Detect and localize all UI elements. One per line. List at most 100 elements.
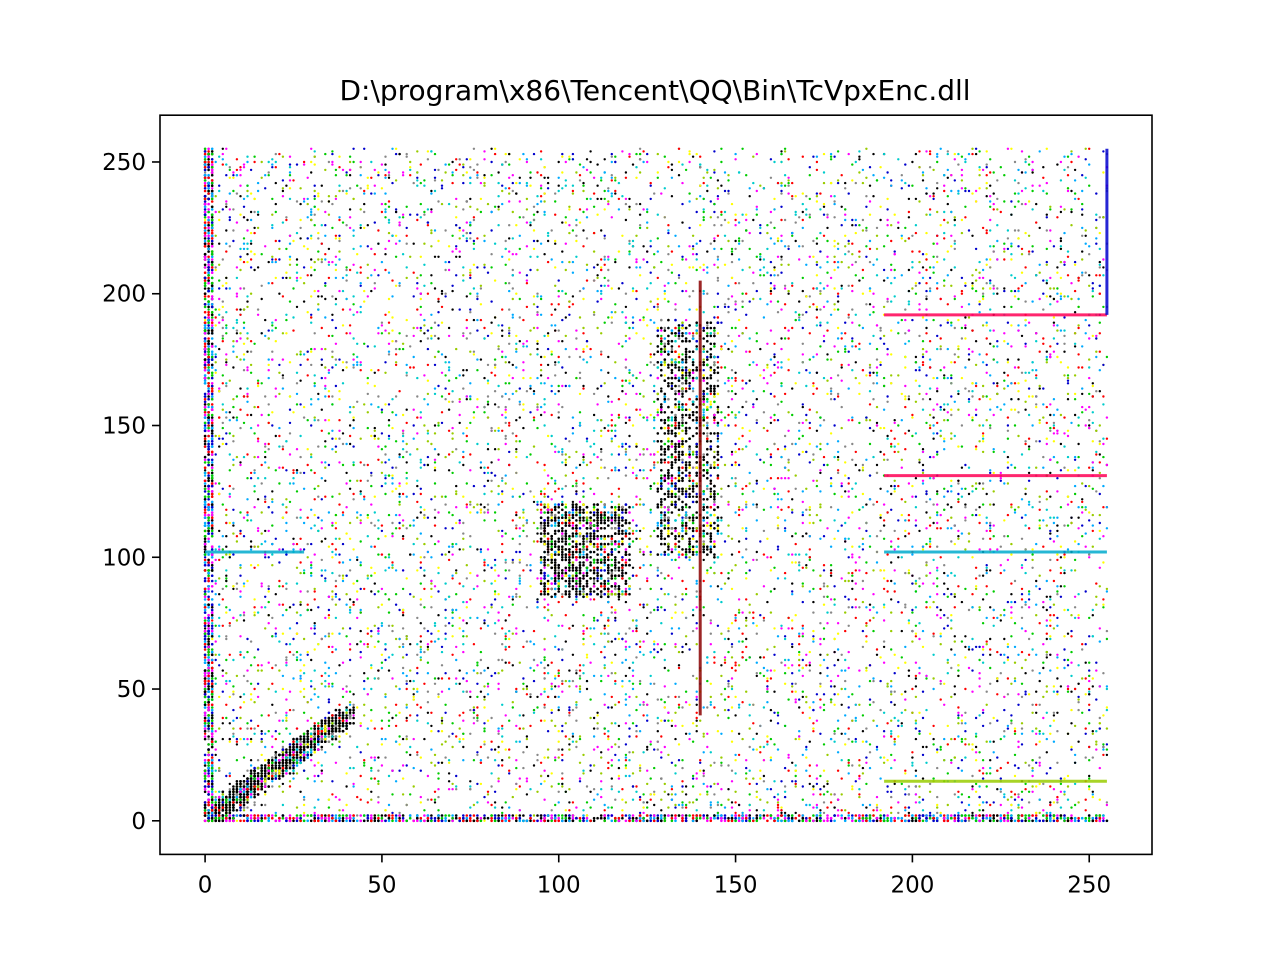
data-point xyxy=(822,463,826,467)
data-point xyxy=(554,308,557,311)
data-point xyxy=(568,801,571,804)
data-point xyxy=(624,197,628,201)
data-point xyxy=(320,295,323,298)
data-point xyxy=(798,635,801,638)
data-point xyxy=(720,224,723,227)
data-point xyxy=(836,529,840,533)
data-point xyxy=(773,492,776,496)
data-point xyxy=(536,347,539,351)
data-point xyxy=(235,716,239,720)
data-point xyxy=(271,498,274,501)
data-point xyxy=(868,313,872,316)
data-point xyxy=(299,653,302,656)
data-point xyxy=(812,384,815,388)
data-point xyxy=(847,242,850,245)
data-point xyxy=(755,632,758,635)
data-point xyxy=(1105,629,1109,633)
data-point xyxy=(649,740,652,743)
data-point xyxy=(713,150,716,153)
data-point xyxy=(858,556,861,559)
data-point xyxy=(320,224,323,227)
data-point xyxy=(249,266,253,269)
data-point xyxy=(1070,674,1073,678)
data-point xyxy=(600,179,603,182)
data-point xyxy=(501,202,504,206)
data-point xyxy=(271,682,274,685)
data-point xyxy=(235,295,239,298)
data-point xyxy=(868,603,872,606)
data-point xyxy=(515,366,518,369)
data-point xyxy=(904,645,907,649)
data-point xyxy=(423,737,426,741)
data-point xyxy=(670,347,674,351)
data-point xyxy=(875,803,879,807)
data-point xyxy=(1049,403,1052,406)
data-point xyxy=(423,463,426,467)
data-point xyxy=(1045,524,1049,527)
data-point xyxy=(642,811,645,815)
data-point xyxy=(681,650,684,654)
data-point xyxy=(836,300,840,303)
data-point xyxy=(1045,811,1049,815)
data-point xyxy=(363,714,366,717)
data-point xyxy=(1063,334,1066,338)
data-point xyxy=(808,508,811,511)
data-point xyxy=(720,213,723,216)
data-point xyxy=(490,210,493,214)
data-point xyxy=(493,279,497,282)
data-point xyxy=(603,321,606,324)
data-point xyxy=(493,579,497,583)
data-point xyxy=(734,461,737,464)
data-point xyxy=(359,798,362,801)
data-point xyxy=(858,382,861,385)
data-point xyxy=(646,745,649,749)
data-point xyxy=(522,408,525,411)
data-point xyxy=(1013,192,1017,195)
data-point xyxy=(1052,817,1056,820)
data-point xyxy=(256,189,260,193)
data-point xyxy=(405,374,408,377)
data-point xyxy=(267,282,270,285)
data-point xyxy=(356,558,359,562)
data-point xyxy=(607,511,610,514)
data-point xyxy=(1049,287,1052,290)
data-point xyxy=(978,271,981,274)
data-point xyxy=(1038,672,1041,675)
data-point xyxy=(1063,777,1066,780)
data-point xyxy=(787,666,790,670)
data-point xyxy=(985,564,988,567)
data-point xyxy=(310,561,313,564)
data-point xyxy=(914,579,918,583)
data-point xyxy=(971,669,974,672)
data-point xyxy=(964,519,967,522)
data-point xyxy=(829,793,833,796)
data-point xyxy=(932,437,935,440)
data-point xyxy=(833,245,836,248)
data-point xyxy=(1020,189,1024,193)
data-point xyxy=(1095,698,1098,701)
data-point xyxy=(727,334,730,338)
data-point xyxy=(493,448,497,451)
data-point xyxy=(667,482,670,485)
data-point xyxy=(974,363,978,367)
data-point xyxy=(614,653,617,656)
data-point xyxy=(748,703,751,706)
data-point xyxy=(373,437,376,440)
data-point xyxy=(1081,274,1084,277)
data-point xyxy=(776,748,780,751)
data-point xyxy=(331,295,334,298)
data-point xyxy=(334,276,338,280)
data-point xyxy=(904,398,907,401)
data-point xyxy=(592,311,596,314)
data-point xyxy=(592,788,596,791)
data-point xyxy=(1042,279,1045,282)
data-point xyxy=(419,297,422,301)
data-point xyxy=(649,374,652,377)
data-point xyxy=(1017,766,1020,770)
data-point xyxy=(1049,598,1052,601)
data-point xyxy=(228,553,231,556)
data-point xyxy=(483,158,486,161)
data-point xyxy=(1024,408,1027,411)
data-point xyxy=(971,788,974,791)
data-point xyxy=(377,171,380,174)
